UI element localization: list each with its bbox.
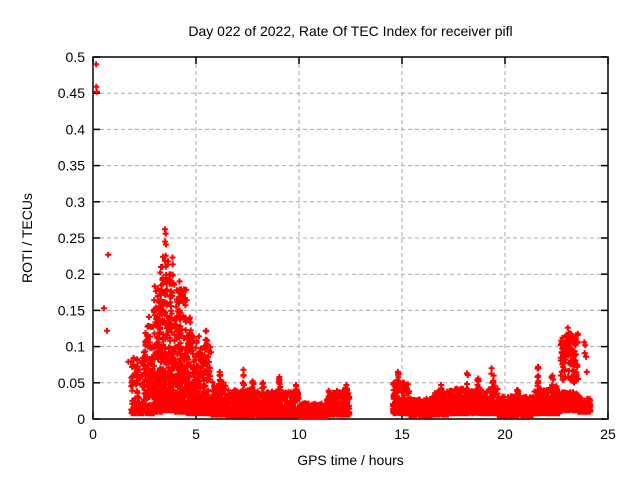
y-tick-label: 0.45 bbox=[58, 85, 85, 101]
x-tick-label: 5 bbox=[192, 426, 200, 442]
x-tick-label: 15 bbox=[394, 426, 410, 442]
tick-marks bbox=[92, 56, 609, 420]
y-tick-label: 0.25 bbox=[58, 230, 85, 246]
x-tick-label: 20 bbox=[497, 426, 513, 442]
x-axis-label: GPS time / hours bbox=[297, 452, 404, 468]
scatter-points bbox=[128, 238, 594, 420]
x-tick-label: 0 bbox=[89, 426, 97, 442]
y-tick-labels: 0 0.05 0.1 0.15 0.2 0.25 0.3 0.35 0.4 0.45 0.5 bbox=[58, 49, 85, 427]
y-tick-label: 0.15 bbox=[58, 302, 85, 318]
x-tick-label: 25 bbox=[600, 426, 616, 442]
y-tick-label: 0.35 bbox=[58, 158, 85, 174]
y-tick-label: 0.3 bbox=[66, 194, 86, 210]
x-tick-labels: 0 5 10 15 20 25 bbox=[89, 426, 616, 442]
scatter-outliers bbox=[93, 61, 590, 375]
y-tick-label: 0.5 bbox=[66, 49, 86, 65]
x-tick-label: 10 bbox=[291, 426, 307, 442]
y-tick-label: 0.2 bbox=[66, 266, 86, 282]
y-tick-label: 0.05 bbox=[58, 375, 85, 391]
y-tick-label: 0.4 bbox=[66, 121, 86, 137]
y-tick-label: 0 bbox=[77, 411, 85, 427]
chart-title: Day 022 of 2022, Rate Of TEC Index for r… bbox=[188, 23, 513, 39]
y-tick-label: 0.1 bbox=[66, 339, 86, 355]
